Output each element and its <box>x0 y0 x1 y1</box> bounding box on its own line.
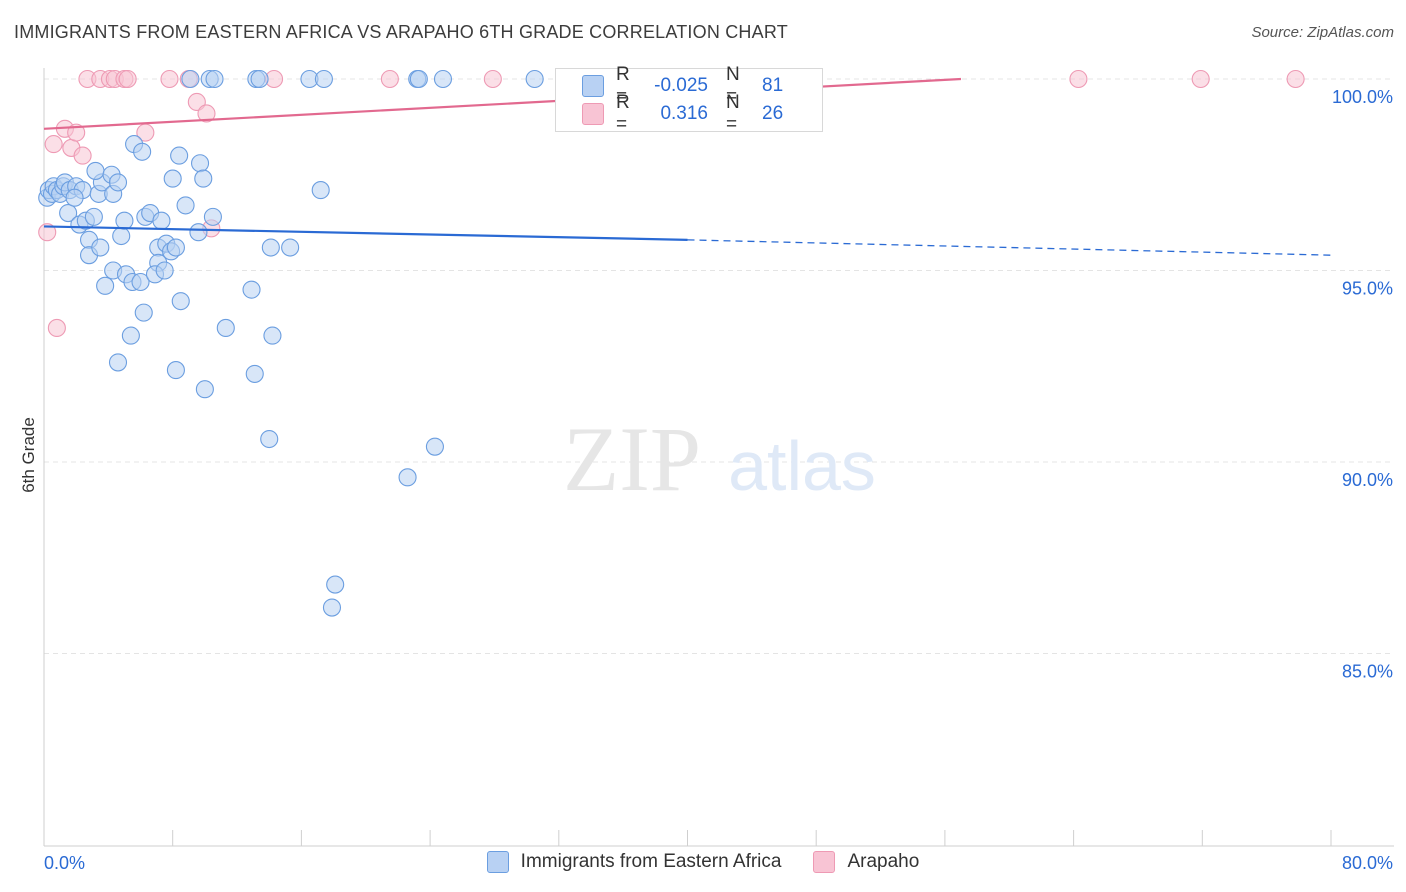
data-point <box>152 211 171 230</box>
y-tick-labels: 100.0% 95.0% 90.0% 85.0% <box>1332 87 1393 682</box>
legend-label-arapaho: Arapaho <box>847 851 920 872</box>
data-point <box>194 169 213 188</box>
data-point <box>398 468 417 487</box>
data-point <box>425 437 444 456</box>
data-point <box>483 69 502 89</box>
legend-swatch-blue <box>582 75 604 97</box>
data-point <box>190 154 210 173</box>
data-point <box>250 69 269 89</box>
data-point <box>96 276 115 295</box>
data-point <box>38 223 57 242</box>
legend-n-label: N = <box>726 64 740 107</box>
legend-r-value: 0.316 <box>660 103 708 124</box>
legend-swatch-blue <box>486 851 509 873</box>
trend-line-eastern-africa <box>43 225 688 241</box>
legend-n-value: 81 <box>762 75 784 96</box>
legend-r-label: R = <box>616 92 630 135</box>
legend-r-label: R = <box>616 64 630 107</box>
data-point <box>118 69 137 89</box>
watermark: ZIP atlas <box>563 408 876 510</box>
data-point <box>170 146 189 165</box>
y-tick-label: 100.0% <box>1332 87 1393 107</box>
y-axis-label: 6th Grade <box>19 417 38 493</box>
data-point <box>525 69 544 89</box>
data-point <box>134 303 153 322</box>
legend-item-eastern-africa[interactable]: Immigrants from Eastern Africa <box>486 851 782 873</box>
data-point <box>311 181 330 200</box>
axes <box>43 68 1394 847</box>
trend-line-eastern-africa-extension <box>687 239 1332 256</box>
data-point <box>112 226 131 246</box>
data-point <box>131 272 150 292</box>
data-point <box>108 353 128 372</box>
data-point <box>314 69 333 89</box>
legend-r-value: -0.025 <box>654 75 708 96</box>
data-point <box>166 361 185 380</box>
legend-n-value: 26 <box>762 103 784 124</box>
series-legend: Immigrants from Eastern Africa Arapaho <box>0 851 1406 873</box>
data-point <box>155 261 174 280</box>
legend-swatch-pink <box>813 851 836 873</box>
chart-title: IMMIGRANTS FROM EASTERN AFRICA VS ARAPAH… <box>14 22 788 42</box>
data-point <box>245 364 264 383</box>
data-point <box>1286 69 1305 89</box>
data-point <box>47 318 66 338</box>
data-point <box>84 207 103 226</box>
data-point <box>133 142 152 161</box>
data-point <box>121 326 140 345</box>
legend-label-eastern-africa: Immigrants from Eastern Africa <box>520 851 782 872</box>
x-tick-label-max: 80.0% <box>1342 853 1393 873</box>
data-point <box>203 207 222 226</box>
data-point <box>205 69 224 89</box>
data-point <box>261 238 280 257</box>
data-point <box>242 280 261 299</box>
data-point <box>115 211 134 230</box>
data-point <box>65 188 84 207</box>
data-point <box>166 238 185 257</box>
data-point <box>380 69 399 89</box>
data-point <box>260 429 279 449</box>
data-point <box>108 173 128 192</box>
watermark-zip: ZIP <box>563 408 701 510</box>
y-tick-label: 90.0% <box>1342 470 1393 490</box>
x-tick-label-min: 0.0% <box>44 853 85 873</box>
data-point <box>197 104 216 123</box>
data-point <box>195 380 214 399</box>
data-point <box>171 292 190 311</box>
legend-n-label: N = <box>726 92 740 135</box>
data-point <box>160 69 179 89</box>
data-point <box>1191 69 1210 89</box>
data-point <box>216 318 235 338</box>
legend-swatch-pink <box>582 103 604 125</box>
data-point <box>433 69 453 89</box>
data-point <box>322 598 342 617</box>
data-point <box>189 223 208 242</box>
data-point <box>163 169 182 188</box>
data-point <box>59 204 78 223</box>
legend-row-eastern-africa: R = -0.025 N = 81 <box>556 64 784 107</box>
legend-row-arapaho: R = 0.316 N = 26 <box>556 92 784 135</box>
data-point <box>326 575 345 594</box>
data-point <box>86 161 105 180</box>
data-point <box>281 238 300 257</box>
series-eastern-africa-points <box>38 69 584 617</box>
data-point <box>1069 69 1088 89</box>
data-point <box>73 146 92 165</box>
watermark-atlas: atlas <box>728 427 876 505</box>
data-point <box>44 135 63 154</box>
gridlines <box>44 78 1394 654</box>
trend-line-arapaho <box>43 77 962 130</box>
y-tick-label: 95.0% <box>1342 279 1393 299</box>
data-point <box>91 238 110 257</box>
data-point <box>181 69 200 89</box>
legend-item-arapaho[interactable]: Arapaho <box>813 851 919 873</box>
source-label: Source: ZipAtlas.com <box>1251 24 1394 41</box>
stats-legend: R = -0.025 N = 81 R = 0.316 N = 26 <box>555 64 823 135</box>
y-tick-label: 85.0% <box>1342 662 1393 682</box>
data-point <box>409 69 428 89</box>
data-point <box>263 326 282 345</box>
data-point <box>176 196 195 215</box>
